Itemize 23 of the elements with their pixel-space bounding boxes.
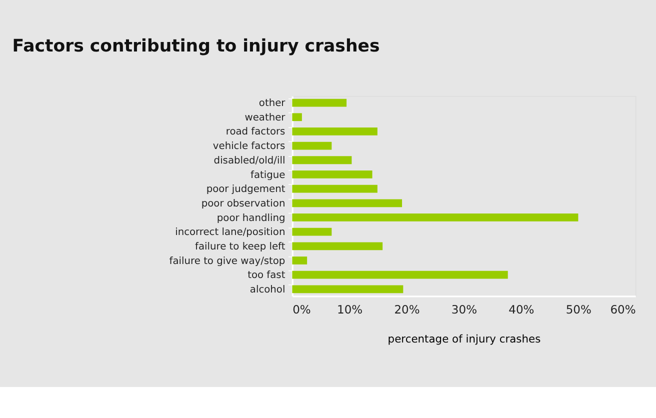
x-tick-label: 50% bbox=[566, 302, 592, 317]
y-tick-label: other bbox=[258, 98, 286, 110]
y-tick-label: incorrect lane/position bbox=[175, 227, 286, 238]
x-tick-label: 40% bbox=[508, 302, 534, 317]
chart-title: Factors contributing to injury crashes bbox=[12, 36, 380, 57]
y-tick-label: failure to give way/stop bbox=[169, 256, 286, 267]
y-tick-label: poor judgement bbox=[206, 184, 286, 196]
y-tick-label: alcohol bbox=[250, 284, 286, 296]
y-tick-label: vehicle factors bbox=[212, 141, 286, 152]
y-tick-label: too fast bbox=[248, 270, 286, 282]
y-tick-label: disabled/old/ill bbox=[214, 155, 286, 166]
y-tick-label: fatigue bbox=[250, 170, 286, 181]
y-tick-label: road factors bbox=[226, 126, 286, 138]
x-axis-title: percentage of injury crashes bbox=[388, 332, 542, 346]
x-tick-label: 0% bbox=[292, 302, 311, 317]
x-tick-label: 20% bbox=[394, 302, 420, 317]
y-tick-label: failure to keep left bbox=[195, 241, 286, 252]
y-tick-label: weather bbox=[244, 112, 286, 124]
x-tick-label: 30% bbox=[451, 302, 478, 317]
y-tick-label: poor observation bbox=[201, 198, 286, 210]
x-tick-label: 60% bbox=[610, 302, 636, 317]
y-tick-label: poor handling bbox=[216, 212, 286, 224]
x-tick-label: 10% bbox=[337, 302, 363, 317]
